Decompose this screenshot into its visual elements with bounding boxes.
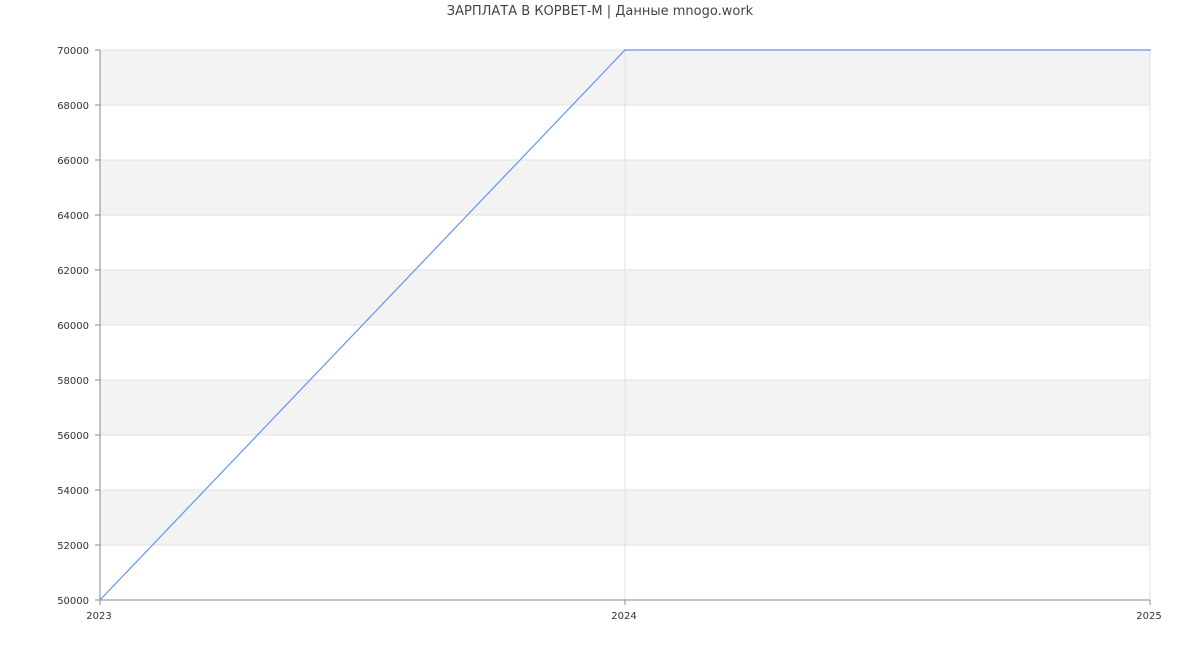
y-tick-label: 54000 — [57, 486, 89, 497]
data-point — [99, 599, 101, 601]
data-point — [1149, 49, 1151, 51]
y-tick-label: 68000 — [57, 101, 89, 112]
y-tick-label: 52000 — [57, 541, 89, 552]
chart-title: ЗАРПЛАТА В КОРВЕТ-М | Данные mnogo.work — [446, 4, 754, 19]
y-tick-label: 64000 — [57, 211, 89, 222]
y-tick-label: 66000 — [57, 156, 89, 167]
x-tick-label: 2024 — [611, 611, 636, 622]
y-tick-label: 60000 — [57, 321, 89, 332]
y-tick-label: 58000 — [57, 376, 89, 387]
x-tick-label: 2023 — [86, 611, 111, 622]
y-tick-label: 50000 — [57, 596, 89, 607]
x-tick-label: 2025 — [1136, 611, 1161, 622]
y-tick-label: 56000 — [57, 431, 89, 442]
y-tick-label: 62000 — [57, 266, 89, 277]
y-tick-label: 70000 — [57, 46, 89, 57]
data-point — [624, 49, 626, 51]
